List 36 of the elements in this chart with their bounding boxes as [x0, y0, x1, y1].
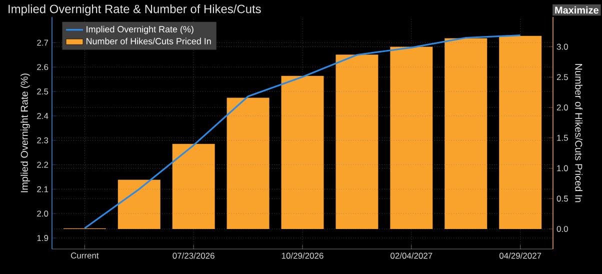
y2-axis-title: Number of Hikes/Cuts Priced In: [575, 64, 582, 202]
y-tick-label: 2.6: [37, 64, 48, 70]
y-tick-label: 2.0: [37, 210, 48, 217]
y2-tick-label: 3.0: [556, 44, 568, 50]
y2-tick-label: 0.5: [556, 196, 568, 202]
legend-label: Implied Overnight Rate (%): [86, 26, 194, 34]
legend-label: Number of Hikes/Cuts Priced In: [86, 38, 211, 44]
y-tick-label: 2.4: [37, 112, 48, 119]
chart-title: Implied Overnight Rate & Number of Hikes/Cuts: [8, 4, 261, 16]
bar: [444, 38, 488, 229]
y2-tick-label: 1.5: [557, 134, 568, 141]
y2-tick-label: 2.5: [556, 74, 568, 80]
y-tick-label: 1.9: [37, 235, 48, 242]
x-tick-label: 04/29/2027: [499, 252, 542, 259]
bar: [390, 46, 433, 229]
y2-tick-label: 1.0: [557, 165, 568, 172]
y-axis-title: Implied Overnight Rate (%): [20, 74, 30, 192]
bar: [499, 36, 542, 229]
bar: [281, 76, 324, 229]
x-tick-label: 02/04/2027: [390, 252, 432, 259]
text: Maximize: [555, 6, 598, 14]
y-tick-label: 2.5: [37, 88, 48, 94]
y-tick-label: 2.3: [37, 137, 48, 144]
bar: [118, 180, 160, 229]
bar: [336, 54, 378, 229]
y2-tick-label: 0.0: [556, 226, 568, 232]
x-tick-label: Current: [71, 252, 99, 259]
x-tick-label: 10/29/2026: [282, 252, 324, 259]
x-tick-label: 07/23/2026: [172, 252, 214, 259]
y-tick-label: 2.2: [37, 162, 48, 168]
line-series: [84, 34, 522, 230]
bar: [226, 98, 270, 229]
y2-tick-label: 2.0: [556, 104, 568, 110]
y-tick-label: 2.1: [37, 186, 48, 192]
y-tick-label: 2.7: [37, 40, 48, 46]
bar: [172, 144, 215, 229]
